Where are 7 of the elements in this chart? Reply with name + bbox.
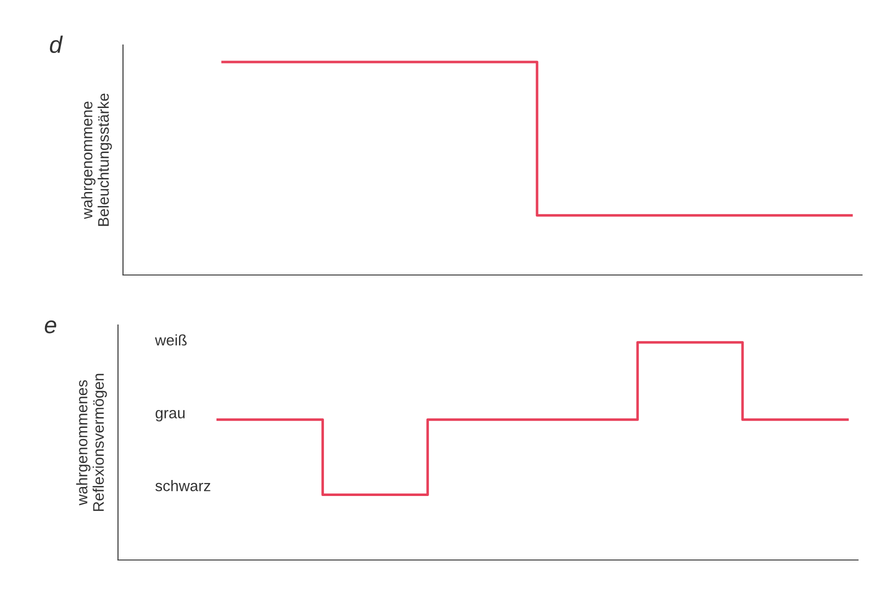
y-axis-title: wahrgenommene Beleuchtungsstärke xyxy=(81,94,112,226)
chart-title: e xyxy=(44,320,56,334)
annotation: weiß xyxy=(154,334,187,346)
y-axis-title: wahrgenommenes Reflexionsvermögen xyxy=(76,374,107,511)
chart-title: d xyxy=(50,36,63,54)
annotation: schwarz xyxy=(155,480,210,492)
annotation: grau xyxy=(156,410,185,422)
